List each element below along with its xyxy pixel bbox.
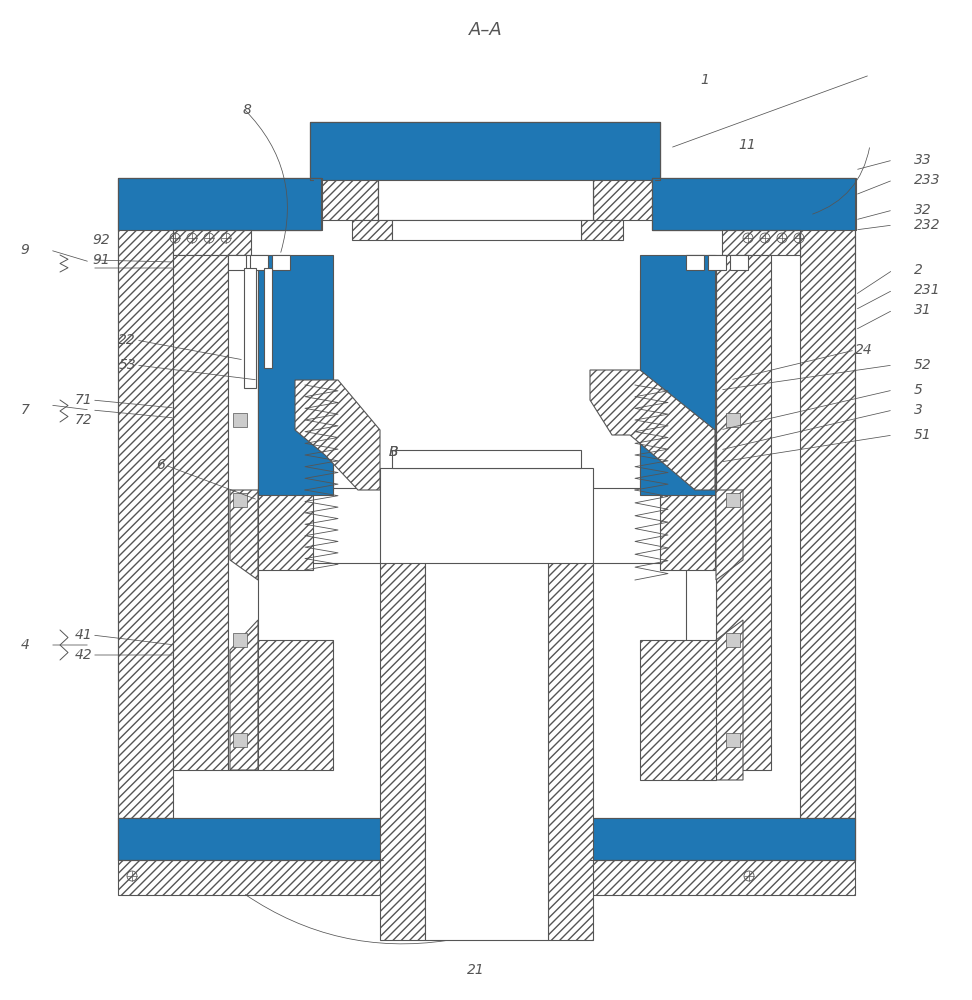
Polygon shape bbox=[716, 255, 771, 770]
Polygon shape bbox=[726, 633, 740, 647]
Polygon shape bbox=[173, 230, 251, 255]
Polygon shape bbox=[716, 620, 743, 780]
Polygon shape bbox=[310, 122, 660, 180]
Polygon shape bbox=[380, 468, 593, 563]
Polygon shape bbox=[726, 733, 740, 747]
Text: 233: 233 bbox=[914, 173, 940, 187]
Polygon shape bbox=[708, 255, 726, 270]
Text: 72: 72 bbox=[75, 413, 92, 427]
Polygon shape bbox=[686, 255, 704, 270]
Polygon shape bbox=[352, 220, 392, 240]
Polygon shape bbox=[590, 818, 855, 860]
Text: 22: 22 bbox=[119, 333, 136, 347]
Polygon shape bbox=[264, 268, 272, 368]
Text: 5: 5 bbox=[914, 383, 922, 397]
Text: 21: 21 bbox=[467, 963, 484, 977]
Text: 53: 53 bbox=[119, 358, 136, 372]
Polygon shape bbox=[233, 633, 247, 647]
Polygon shape bbox=[652, 178, 800, 230]
Text: 71: 71 bbox=[75, 393, 92, 407]
Text: 91: 91 bbox=[92, 253, 110, 267]
Polygon shape bbox=[228, 255, 246, 270]
Text: 31: 31 bbox=[914, 303, 931, 317]
Polygon shape bbox=[590, 488, 715, 563]
Text: 24: 24 bbox=[855, 343, 873, 357]
Text: 7: 7 bbox=[20, 403, 29, 417]
Polygon shape bbox=[640, 255, 715, 495]
Text: B: B bbox=[389, 445, 399, 459]
Polygon shape bbox=[378, 180, 593, 220]
Polygon shape bbox=[118, 860, 383, 895]
Polygon shape bbox=[716, 490, 743, 580]
Polygon shape bbox=[380, 480, 425, 940]
Polygon shape bbox=[258, 488, 383, 563]
Text: 51: 51 bbox=[914, 428, 931, 442]
Text: 232: 232 bbox=[914, 218, 940, 232]
Polygon shape bbox=[800, 178, 855, 818]
Polygon shape bbox=[581, 220, 623, 240]
Text: 41: 41 bbox=[75, 628, 92, 642]
Polygon shape bbox=[173, 255, 228, 770]
Polygon shape bbox=[118, 818, 383, 860]
Polygon shape bbox=[272, 255, 290, 270]
Polygon shape bbox=[590, 860, 855, 895]
Polygon shape bbox=[118, 178, 173, 818]
Polygon shape bbox=[593, 180, 655, 220]
Polygon shape bbox=[548, 480, 593, 940]
Text: 231: 231 bbox=[914, 283, 940, 297]
Polygon shape bbox=[230, 620, 258, 770]
Polygon shape bbox=[258, 640, 333, 770]
Text: 42: 42 bbox=[75, 648, 92, 662]
Text: 4: 4 bbox=[20, 638, 29, 652]
Text: 2: 2 bbox=[914, 263, 922, 277]
Polygon shape bbox=[726, 493, 740, 507]
Text: 52: 52 bbox=[914, 358, 931, 372]
Polygon shape bbox=[244, 268, 256, 388]
Polygon shape bbox=[392, 450, 581, 468]
Polygon shape bbox=[726, 413, 740, 427]
Polygon shape bbox=[228, 255, 258, 770]
Text: 1: 1 bbox=[700, 73, 709, 87]
Polygon shape bbox=[258, 490, 313, 570]
Polygon shape bbox=[686, 255, 716, 770]
Polygon shape bbox=[258, 255, 333, 495]
Polygon shape bbox=[258, 290, 333, 490]
Polygon shape bbox=[640, 640, 716, 780]
Polygon shape bbox=[730, 255, 748, 270]
Polygon shape bbox=[118, 818, 383, 860]
Text: 8: 8 bbox=[243, 103, 252, 117]
Polygon shape bbox=[233, 733, 247, 747]
Text: 32: 32 bbox=[914, 203, 931, 217]
Polygon shape bbox=[118, 178, 322, 230]
Text: B: B bbox=[389, 445, 399, 459]
Polygon shape bbox=[230, 490, 258, 580]
Text: 6: 6 bbox=[156, 458, 165, 472]
Polygon shape bbox=[425, 480, 548, 940]
Text: 11: 11 bbox=[739, 138, 756, 152]
Text: 3: 3 bbox=[914, 403, 922, 417]
Polygon shape bbox=[313, 180, 378, 220]
Polygon shape bbox=[233, 493, 247, 507]
Text: 9: 9 bbox=[20, 243, 29, 257]
Text: 33: 33 bbox=[914, 153, 931, 167]
Polygon shape bbox=[640, 290, 715, 490]
Polygon shape bbox=[310, 122, 660, 180]
Text: 92: 92 bbox=[92, 233, 110, 247]
Polygon shape bbox=[652, 178, 856, 230]
Polygon shape bbox=[392, 220, 581, 240]
Polygon shape bbox=[173, 178, 321, 230]
Text: A–A: A–A bbox=[469, 21, 503, 39]
Polygon shape bbox=[590, 370, 715, 490]
Polygon shape bbox=[660, 490, 715, 570]
Polygon shape bbox=[590, 818, 855, 860]
Polygon shape bbox=[233, 413, 247, 427]
Polygon shape bbox=[295, 380, 380, 490]
Polygon shape bbox=[722, 230, 800, 255]
Polygon shape bbox=[250, 255, 268, 270]
